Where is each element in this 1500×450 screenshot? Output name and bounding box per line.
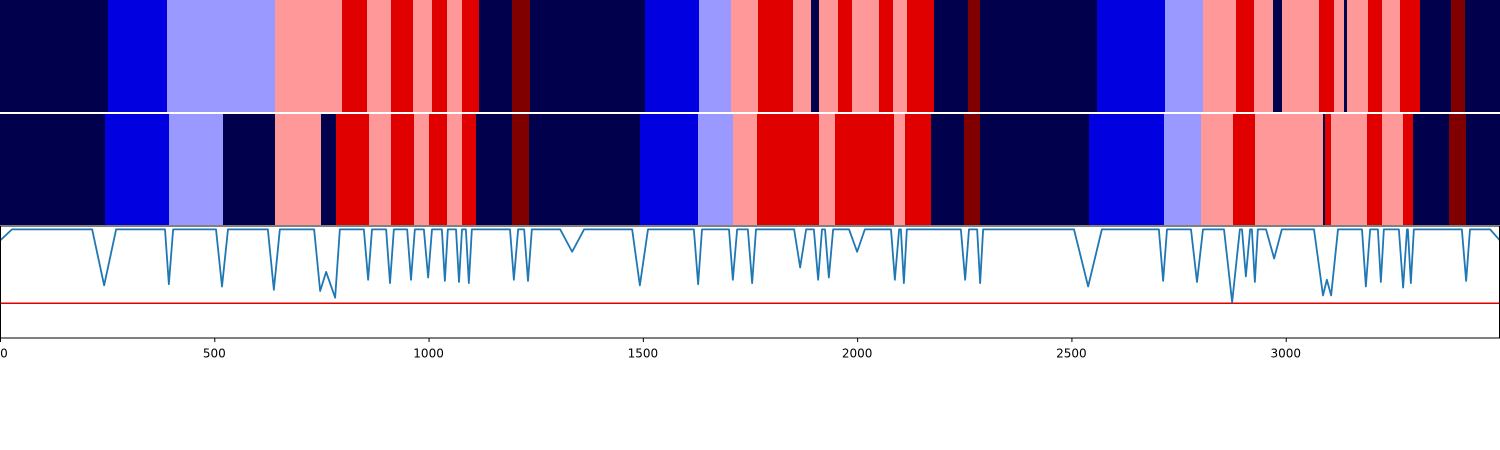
segment	[369, 114, 392, 225]
segment	[1089, 114, 1165, 225]
segment	[906, 0, 935, 112]
segment	[930, 114, 965, 225]
segment	[1403, 114, 1414, 225]
segment	[1200, 114, 1234, 225]
segment	[963, 114, 981, 225]
segment	[1382, 114, 1404, 225]
segment	[1419, 0, 1452, 112]
segment	[1344, 0, 1348, 112]
segment	[1451, 0, 1466, 112]
segment	[1368, 0, 1383, 112]
segment	[1413, 114, 1450, 225]
segment	[645, 0, 700, 112]
segment	[1272, 0, 1283, 112]
segment	[1334, 0, 1345, 112]
segment	[819, 114, 836, 225]
segment	[699, 0, 732, 112]
segment	[1254, 0, 1274, 112]
segment	[1367, 114, 1383, 225]
x-tick-label: 0	[0, 347, 8, 361]
segment	[639, 114, 699, 225]
segment	[1325, 114, 1332, 225]
segment	[837, 0, 853, 112]
x-tick-label: 2500	[1056, 347, 1087, 361]
segment	[810, 0, 820, 112]
segment	[792, 0, 812, 112]
segment	[1382, 0, 1401, 112]
segment	[731, 0, 759, 112]
segment	[108, 0, 168, 112]
segment	[933, 0, 969, 112]
segment	[893, 0, 908, 112]
segment	[1097, 0, 1166, 112]
segment	[0, 114, 106, 225]
segment	[894, 114, 906, 225]
axes-frame	[0, 225, 1500, 339]
segment	[698, 114, 734, 225]
segment	[462, 0, 480, 112]
segment	[1400, 0, 1421, 112]
segment	[479, 0, 513, 112]
segment	[756, 114, 820, 225]
segment	[1233, 114, 1256, 225]
segment	[414, 114, 430, 225]
segment	[512, 0, 531, 112]
segment	[1236, 0, 1255, 112]
segment	[447, 114, 463, 225]
segment	[1347, 0, 1369, 112]
segment	[732, 114, 758, 225]
segment	[968, 0, 981, 112]
segment	[1254, 114, 1324, 225]
segment	[413, 0, 433, 112]
segment	[275, 114, 322, 225]
segment	[105, 114, 170, 225]
x-tick-label: 1500	[628, 347, 659, 361]
segment	[1319, 0, 1335, 112]
segment	[834, 114, 895, 225]
segment	[879, 0, 894, 112]
segment	[390, 114, 415, 225]
segment	[366, 0, 392, 112]
x-tick-label: 1000	[413, 347, 444, 361]
x-tick-label: 3000	[1270, 347, 1301, 361]
segment	[1449, 114, 1467, 225]
x-tick-label: 500	[203, 347, 226, 361]
segment	[275, 0, 343, 112]
segment	[336, 114, 370, 225]
segment	[530, 0, 646, 112]
segment	[447, 0, 463, 112]
segment	[1331, 114, 1368, 225]
segment	[905, 114, 932, 225]
segment	[1164, 0, 1204, 112]
segment	[1323, 114, 1326, 225]
segment	[432, 0, 448, 112]
x-tick-label: 2000	[842, 347, 873, 361]
segment	[980, 114, 1090, 225]
segment	[342, 0, 368, 112]
segment	[321, 114, 337, 225]
signal-line	[0, 228, 1500, 304]
segment	[528, 114, 641, 225]
segment	[1281, 0, 1320, 112]
segment	[390, 0, 414, 112]
segment	[980, 0, 1098, 112]
segment	[1203, 0, 1237, 112]
segment	[819, 0, 839, 112]
segment	[852, 0, 880, 112]
segment	[168, 114, 224, 225]
segment	[167, 0, 276, 112]
segment	[222, 114, 276, 225]
segment	[429, 114, 448, 225]
segment	[758, 0, 794, 112]
segment	[462, 114, 477, 225]
segment	[1164, 114, 1202, 225]
segment	[476, 114, 513, 225]
segment	[512, 114, 530, 225]
segment	[1466, 114, 1500, 225]
segment	[0, 0, 109, 112]
segment	[1464, 0, 1500, 112]
